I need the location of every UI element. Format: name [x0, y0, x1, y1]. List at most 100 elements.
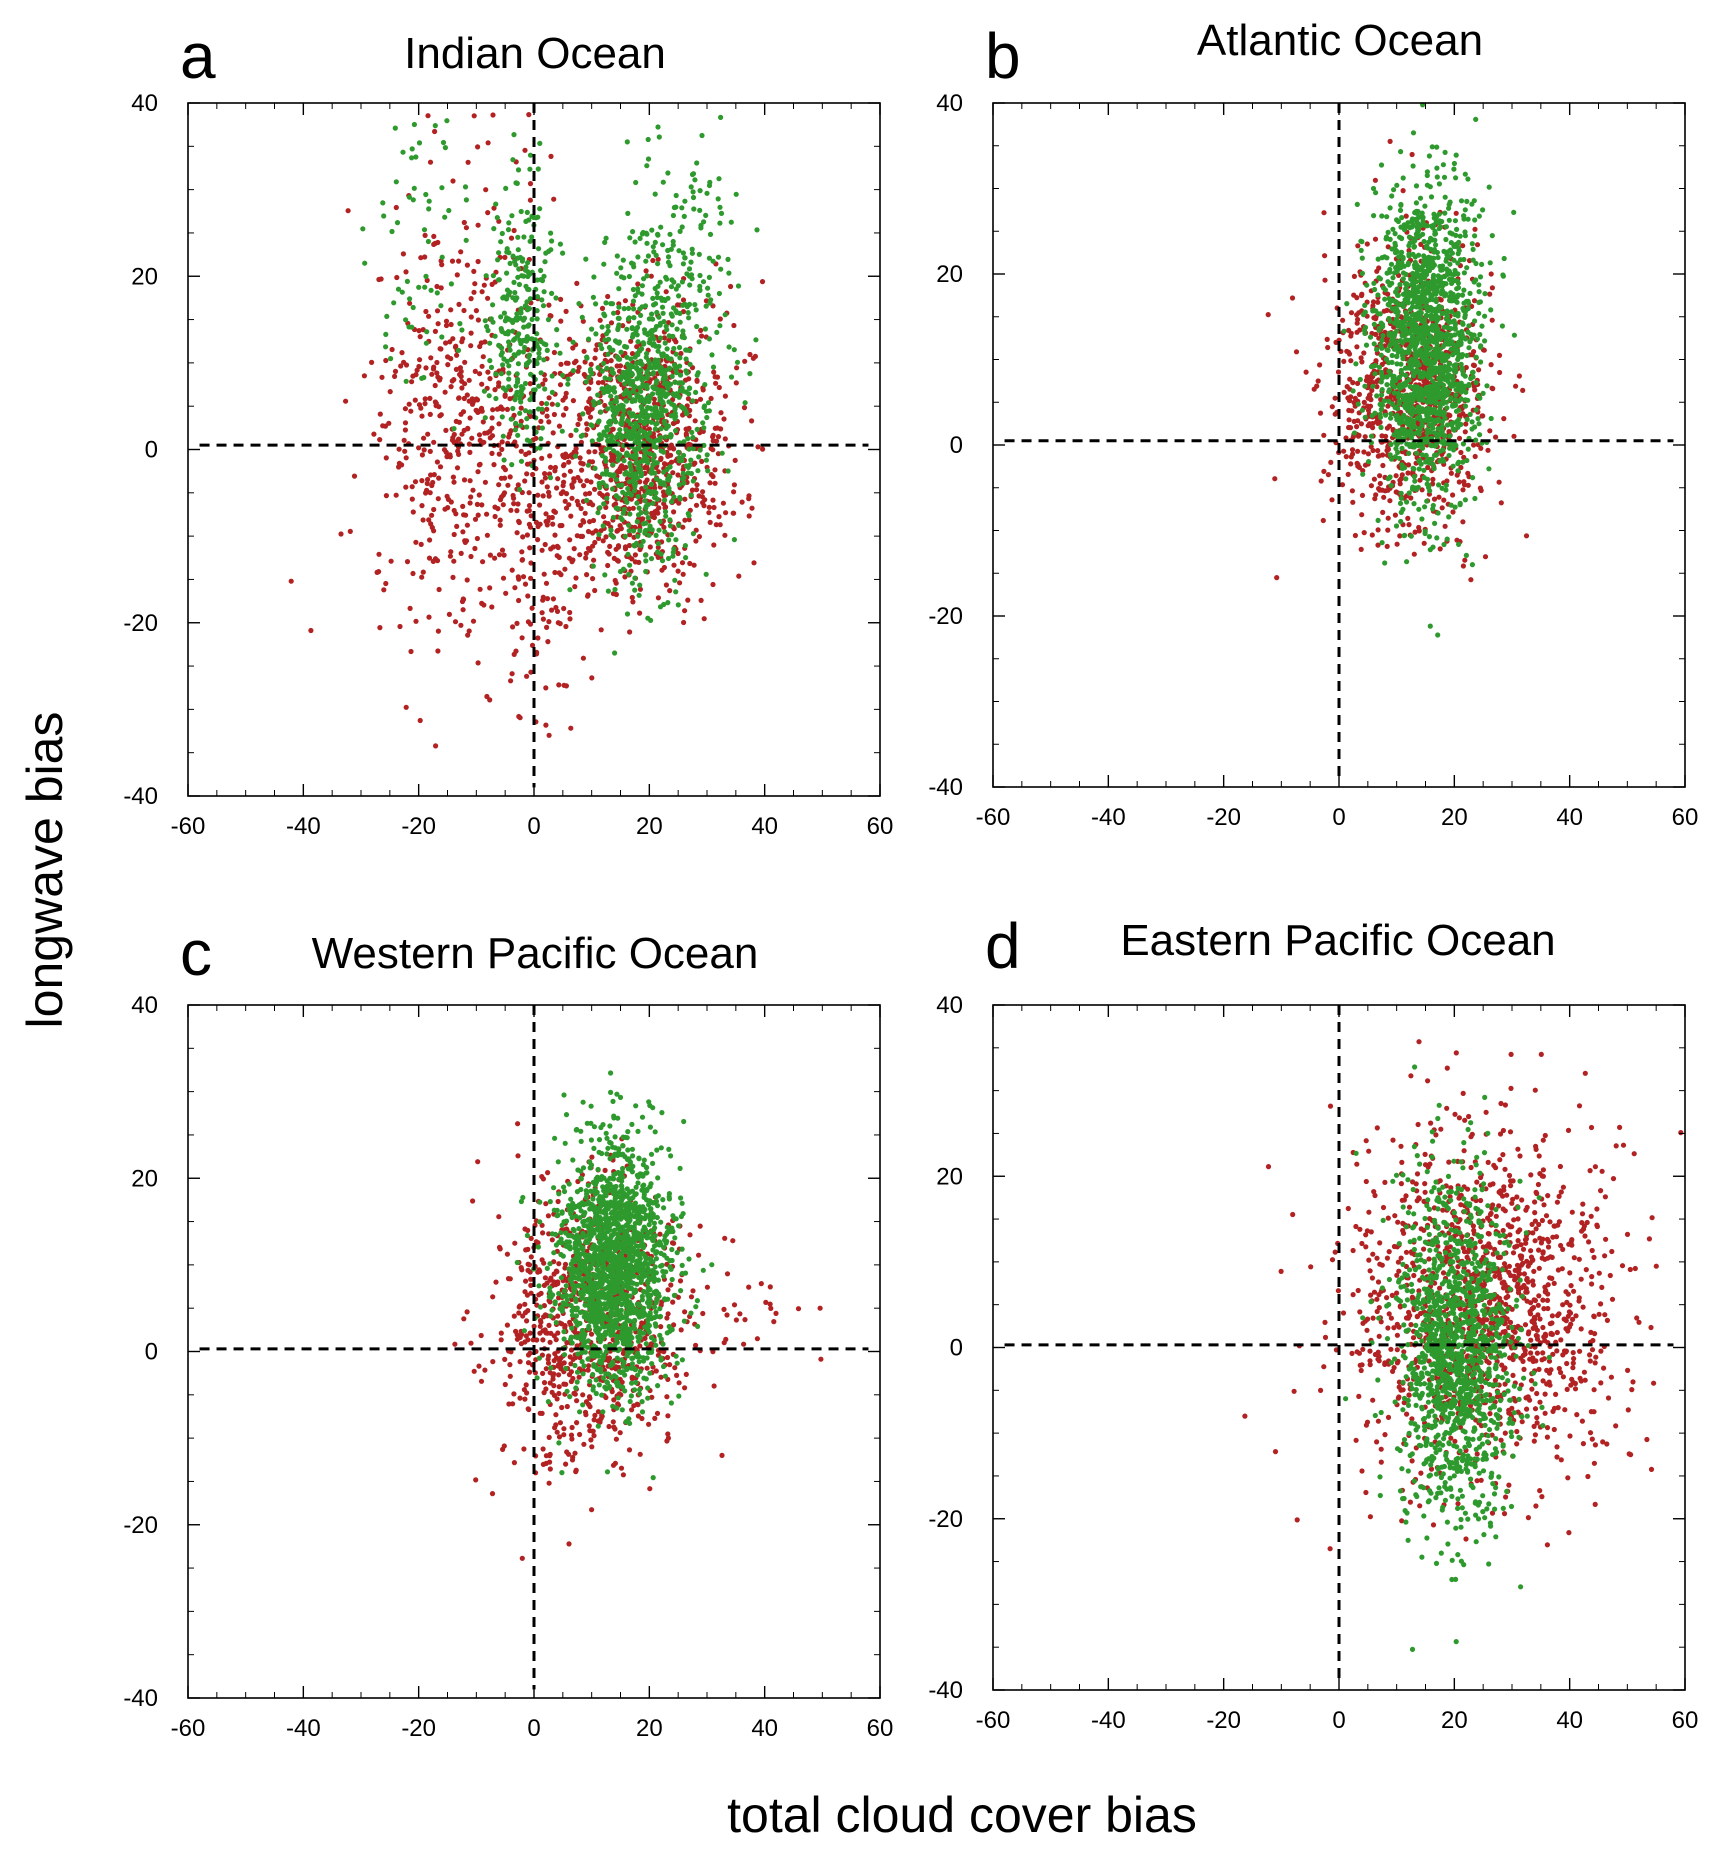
scatter-point: [631, 306, 637, 312]
scatter-point: [461, 477, 468, 483]
scatter-point: [525, 360, 531, 366]
scatter-point: [610, 407, 616, 413]
scatter-point: [513, 315, 520, 321]
scatter-point: [1361, 350, 1367, 356]
scatter-point: [1348, 333, 1354, 339]
scatter-point: [369, 359, 375, 365]
scatter-point: [1459, 320, 1465, 326]
scatter-point: [578, 439, 585, 445]
scatter-point: [383, 580, 389, 587]
scatter-point: [407, 296, 413, 302]
scatter-point: [524, 416, 530, 422]
scatter-point: [552, 532, 558, 538]
scatter-point: [616, 315, 622, 321]
scatter-point: [1410, 163, 1416, 169]
scatter-point: [475, 512, 481, 518]
scatter-point: [422, 396, 428, 402]
scatter-point: [1376, 265, 1382, 271]
scatter-point: [504, 270, 510, 276]
panel-b-points: [1265, 102, 1530, 638]
scatter-point: [701, 219, 707, 225]
scatter-point: [1464, 352, 1470, 359]
scatter-point: [458, 249, 464, 255]
scatter-point: [443, 322, 450, 329]
scatter-point: [1465, 397, 1471, 403]
scatter-point: [659, 351, 665, 357]
scatter-point: [535, 406, 542, 412]
scatter-point: [558, 318, 564, 324]
scatter-point: [511, 132, 517, 138]
scatter-point: [667, 263, 673, 269]
scatter-point: [760, 446, 766, 452]
scatter-point: [690, 194, 697, 201]
scatter-point: [468, 330, 474, 336]
scatter-point: [654, 309, 660, 316]
scatter-point: [1322, 253, 1328, 259]
scatter-point: [605, 521, 611, 527]
scatter-point: [609, 453, 615, 460]
scatter-point: [540, 594, 546, 600]
scatter-point: [731, 482, 738, 488]
scatter-point: [547, 475, 554, 481]
scatter-point: [480, 559, 486, 565]
scatter-point: [427, 537, 433, 543]
scatter-point: [437, 413, 443, 419]
scatter-point: [1346, 417, 1352, 423]
scatter-point: [688, 259, 694, 265]
scatter-point: [715, 254, 722, 260]
scatter-point: [683, 555, 689, 561]
scatter-point: [610, 426, 616, 432]
scatter-point: [1366, 392, 1373, 398]
scatter-point: [624, 433, 630, 439]
scatter-point: [608, 393, 614, 399]
scatter-point: [492, 333, 498, 339]
scatter-point: [458, 550, 464, 557]
scatter-point: [583, 256, 589, 262]
scatter-point: [550, 596, 557, 602]
scatter-point: [596, 399, 602, 406]
scatter-point: [626, 542, 633, 549]
scatter-point: [445, 505, 451, 511]
scatter-point: [622, 298, 629, 304]
scatter-point: [592, 355, 598, 361]
scatter-point: [584, 572, 590, 578]
scatter-point: [585, 545, 592, 552]
scatter-point: [467, 478, 473, 484]
scatter-point: [689, 487, 696, 493]
scatter-point: [574, 280, 580, 286]
scatter-point: [623, 496, 629, 502]
scatter-point: [389, 346, 395, 353]
scatter-point: [590, 399, 597, 405]
scatter-point: [652, 191, 658, 197]
scatter-point: [637, 418, 643, 424]
scatter-point: [539, 479, 545, 485]
scatter-point: [1328, 459, 1334, 465]
scatter-point: [557, 382, 564, 388]
scatter-point: [597, 342, 604, 348]
scatter-point: [1453, 369, 1459, 375]
scatter-point: [1445, 249, 1451, 255]
scatter-point: [692, 418, 698, 424]
scatter-point: [1479, 323, 1485, 329]
scatter-point: [641, 397, 647, 403]
scatter-point: [466, 441, 472, 447]
scatter-point: [714, 425, 720, 431]
scatter-point: [618, 265, 624, 271]
scatter-point: [517, 394, 523, 400]
scatter-point: [637, 235, 643, 241]
scatter-point: [624, 611, 631, 617]
scatter-point: [561, 479, 567, 485]
scatter-point: [647, 395, 653, 401]
scatter-point: [602, 337, 608, 343]
scatter-point: [1474, 336, 1480, 342]
scatter-point: [679, 334, 685, 340]
scatter-point: [1476, 310, 1482, 316]
scatter-point: [524, 508, 530, 514]
scatter-point: [631, 427, 638, 433]
scatter-point: [542, 259, 548, 265]
scatter-point: [683, 368, 689, 374]
scatter-point: [1414, 450, 1420, 456]
scatter-point: [685, 470, 691, 476]
scatter-point: [1393, 473, 1399, 479]
scatter-point: [1489, 233, 1495, 239]
